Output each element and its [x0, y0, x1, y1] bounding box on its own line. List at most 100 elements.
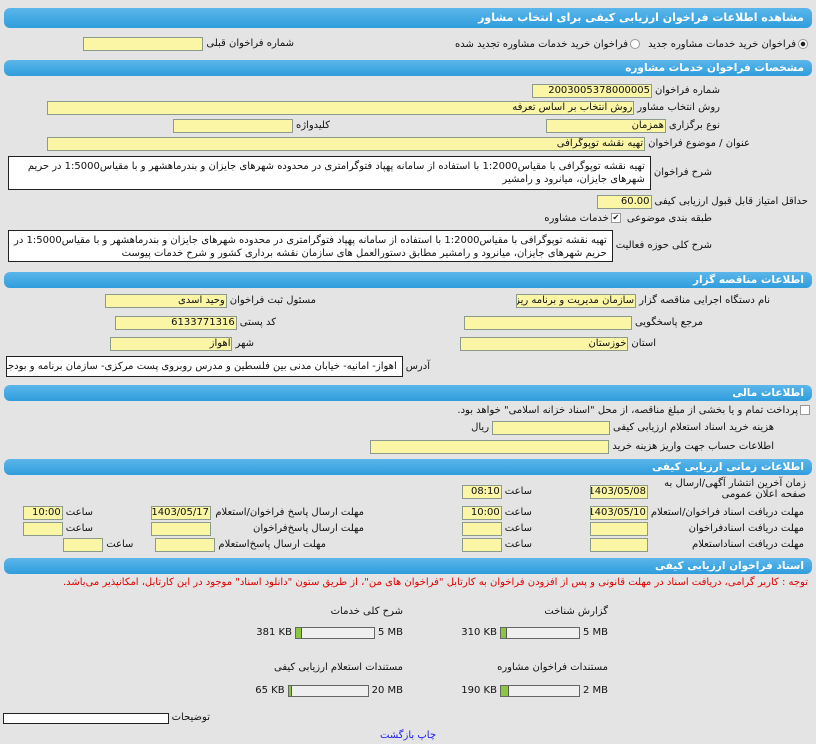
send-row: مهلت ارسال پاسخ فراخوان/استعلام 1403/05/…: [22, 506, 364, 520]
account-input[interactable]: [370, 440, 610, 454]
account-row: اطلاعات حساب جهت واریز هزینه خرید: [370, 440, 774, 454]
scope-label: شرح کلی حوزه فعالیت: [615, 240, 712, 251]
postal-input[interactable]: 6133771316: [114, 316, 237, 330]
subject-row: عنوان / موضوع فراخوان تهیه نقشه توپوگراف…: [47, 137, 750, 151]
send-inq-row: مهلت ارسال پاسخ‌استعلام ساعت: [63, 538, 326, 552]
radio-icon[interactable]: [630, 39, 641, 49]
time-label: ساعت: [106, 539, 134, 550]
recv-call-label: مهلت دریافت اسنادفراخوان: [688, 523, 804, 534]
time-label: ساعت: [504, 539, 532, 550]
send-call-time-input[interactable]: [22, 522, 63, 536]
province-input[interactable]: خوزستان: [460, 337, 629, 351]
file-progress: [499, 685, 580, 697]
category-checkbox[interactable]: ✔خدمات مشاوره: [544, 212, 621, 226]
postal-row: کد پستی 6133771316: [114, 316, 276, 330]
scope-textarea[interactable]: تهیه نقشه توپوگرافی با مقیاس1:2000 با اس…: [8, 230, 613, 262]
keyword-input[interactable]: [172, 119, 293, 133]
file-row: 190 KB 2 MB: [461, 684, 608, 698]
method-row: روش انتخاب مشاور روش انتخاب بر اساس تعرف…: [47, 101, 720, 115]
time-label: ساعت: [504, 486, 532, 497]
currency-label: ریال: [471, 422, 490, 433]
keyword-label: کلیدواژه: [295, 120, 330, 131]
method-label: روش انتخاب مشاور: [637, 102, 720, 113]
number-label: شماره فراخوان: [655, 85, 720, 96]
recv-date-input[interactable]: 1403/05/10: [589, 506, 648, 520]
send-inq-date-input[interactable]: [155, 538, 216, 552]
send-time-input[interactable]: 10:00: [22, 506, 63, 520]
send-inq-time-input[interactable]: [63, 538, 104, 552]
registrar-input[interactable]: وحید اسدی: [104, 294, 227, 308]
number-row: شماره فراخوان 2003005378000005: [532, 84, 720, 98]
radio-new[interactable]: فراخوان خرید خدمات مشاوره جدید: [648, 38, 808, 52]
section-docs: اسناد فراخوان ارزیابی کیفی: [4, 558, 812, 574]
back-link[interactable]: بازگشت: [380, 730, 415, 741]
desc-label: شرح فراخوان: [653, 167, 712, 178]
treasury-checkbox[interactable]: پرداخت تمام و یا بخشی از مبلغ مناقصه، از…: [457, 404, 810, 418]
city-input[interactable]: اهواز: [110, 337, 233, 351]
cost-row: هزینه خرید اسناد استعلام ارزیابی کیفی ری…: [471, 421, 774, 435]
cost-input[interactable]: [492, 421, 611, 435]
type-row: نوع برگزاری همزمان: [545, 119, 720, 133]
send-date-input[interactable]: 1403/05/17: [151, 506, 211, 520]
recv-inq-time-input[interactable]: [461, 538, 502, 552]
progress-fill: [295, 628, 303, 638]
progress-fill: [500, 628, 507, 638]
radio-renewed[interactable]: فراخوان خرید خدمات مشاوره تجدید شده: [455, 38, 641, 52]
category-row: طبقه بندی موضوعی ✔خدمات مشاوره: [544, 212, 712, 226]
file-name: گزارش شناخت: [544, 606, 608, 617]
send-call-date-input[interactable]: [151, 522, 211, 536]
address-label: آدرس: [405, 360, 430, 372]
recv-call-date-input[interactable]: [590, 522, 648, 536]
prev-number-input[interactable]: [83, 37, 204, 51]
registrar-label: مسئول ثبت فراخوان: [229, 295, 316, 306]
time-label: ساعت: [65, 523, 93, 534]
file-row: 381 KB 5 MB: [256, 626, 403, 640]
min-score-row: حداقل امتیاز قابل قبول ارزیابی کیفی 60.0…: [596, 195, 808, 209]
registrar-row: مسئول ثبت فراخوان وحید اسدی: [104, 294, 316, 308]
check-icon[interactable]: ✔: [610, 213, 621, 223]
number-input[interactable]: 2003005378000005: [532, 84, 652, 98]
category-text: خدمات مشاوره: [544, 213, 609, 224]
docs-note: توجه : کاربر گرامی، دریافت اسناد در مهلت…: [62, 577, 808, 588]
file-max: 2 MB: [582, 685, 608, 696]
method-input[interactable]: روش انتخاب بر اساس تعرفه: [47, 101, 635, 115]
min-score-input[interactable]: 60.00: [596, 195, 652, 209]
radio-icon[interactable]: [798, 39, 808, 49]
file-name: مستندات استعلام ارزیابی کیفی: [273, 662, 403, 673]
publish-date-input[interactable]: 1403/05/08: [590, 485, 648, 499]
ref-input[interactable]: [463, 316, 632, 330]
recv-row: مهلت دریافت اسناد فراخوان/استعلام 1403/0…: [461, 506, 804, 520]
recv-call-time-input[interactable]: [461, 522, 502, 536]
file-row: 310 KB 5 MB: [461, 626, 608, 640]
recv-label: مهلت دریافت اسناد فراخوان/استعلام: [650, 507, 804, 518]
subject-input[interactable]: تهیه نقشه توپوگرافی: [47, 137, 646, 151]
treasury-label: پرداخت تمام و یا بخشی از مبلغ مناقصه، از…: [457, 405, 798, 416]
recv-inq-date-input[interactable]: [590, 538, 648, 552]
org-row: نام دستگاه اجرایی مناقصه گزار سازمان مدی…: [516, 294, 770, 308]
file-max: 20 MB: [371, 685, 403, 696]
print-link[interactable]: چاپ: [417, 730, 437, 741]
org-label: نام دستگاه اجرایی مناقصه گزار: [639, 295, 770, 306]
province-row: استان خوزستان: [460, 337, 656, 351]
checkbox-icon[interactable]: [800, 405, 810, 415]
notes-label: توضیحات: [171, 712, 210, 723]
send-call-row: مهلت ارسال پاسخ‌فراخوان ساعت: [22, 522, 364, 536]
postal-label: کد پستی: [239, 317, 276, 328]
time-label: ساعت: [65, 507, 93, 518]
type-label: نوع برگزاری: [668, 120, 720, 131]
ref-label: مرجع پاسخگویی: [634, 317, 703, 328]
notes-input[interactable]: [2, 712, 169, 724]
recv-time-input[interactable]: 10:00: [461, 506, 502, 520]
send-inq-label: مهلت ارسال پاسخ‌استعلام: [218, 539, 326, 550]
desc-textarea[interactable]: تهیه نقشه توپوگرافی با مقیاس1:2000 با اس…: [8, 156, 651, 190]
file-progress: [294, 627, 375, 639]
address-row: آدرس اهواز- امانیه- خیابان مدنی بین فلسط…: [6, 356, 430, 377]
org-input[interactable]: سازمان مدیریت و برنامه ریزی: [516, 294, 637, 308]
radio-group: فراخوان خرید خدمات مشاوره جدید فراخوان خ…: [455, 38, 808, 52]
section-finance: اطلاعات مالی: [4, 385, 812, 401]
recv-inq-label: مهلت دریافت اسناداستعلام: [692, 539, 804, 550]
type-input[interactable]: همزمان: [545, 119, 666, 133]
section-timing: اطلاعات زمانی ارزیابی کیفی: [4, 459, 812, 475]
publish-time-input[interactable]: 08:10: [461, 485, 502, 499]
section-tenderer: اطلاعات مناقصه گزار: [4, 272, 812, 288]
